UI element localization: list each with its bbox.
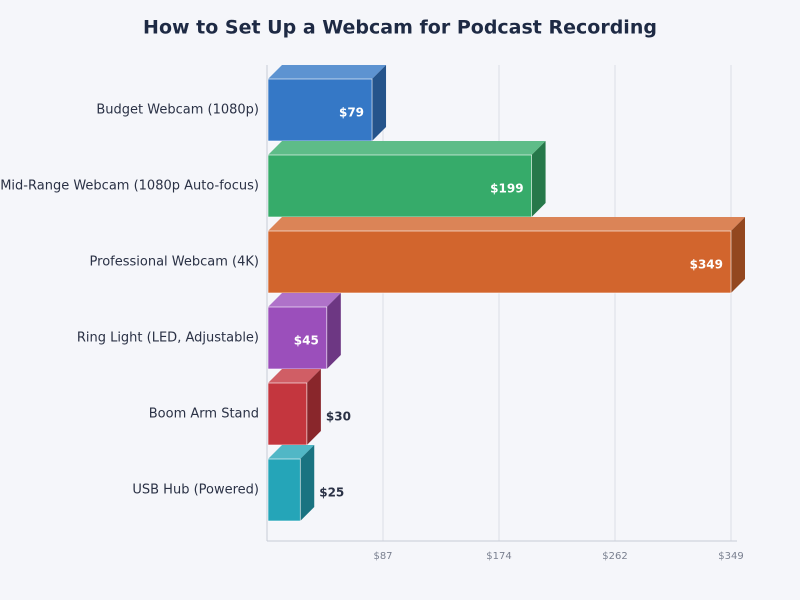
bar-top [268,141,546,155]
bar-top [268,65,387,79]
bar [267,458,301,522]
y-tick-label: USB Hub (Powered) [132,483,259,498]
chart-title: How to Set Up a Webcam for Podcast Recor… [143,17,657,39]
bar-side [531,141,546,217]
value-label: $45 [294,334,319,348]
value-label: $30 [326,410,351,424]
bar-top [268,217,745,231]
x-tick-label: $349 [718,551,743,562]
bar-side [731,217,745,293]
bar-side [326,293,341,369]
y-tick-label: Boom Arm Stand [149,407,259,422]
bar-side [306,369,321,445]
bar-top [268,293,341,307]
value-label: $79 [339,106,364,120]
bar-top [268,369,321,383]
bar [267,154,532,218]
bar [267,78,373,142]
x-tick-label: $87 [373,551,392,562]
value-label: $25 [319,486,344,500]
bar [267,382,308,446]
bar [267,230,732,294]
value-label: $199 [490,182,523,196]
x-tick-label: $262 [602,551,627,562]
bar-top [268,445,315,459]
y-tick-label: Budget Webcam (1080p) [96,103,259,118]
y-tick-label: Professional Webcam (4K) [90,255,259,270]
bar-side [300,445,315,521]
y-tick-label: Ring Light (LED, Adjustable) [77,331,259,346]
x-tick-label: $174 [486,551,511,562]
bar [267,306,328,370]
y-tick-label: Mid-Range Webcam (1080p Auto-focus) [0,179,259,194]
bar-side [372,65,387,141]
value-label: $349 [690,258,723,272]
